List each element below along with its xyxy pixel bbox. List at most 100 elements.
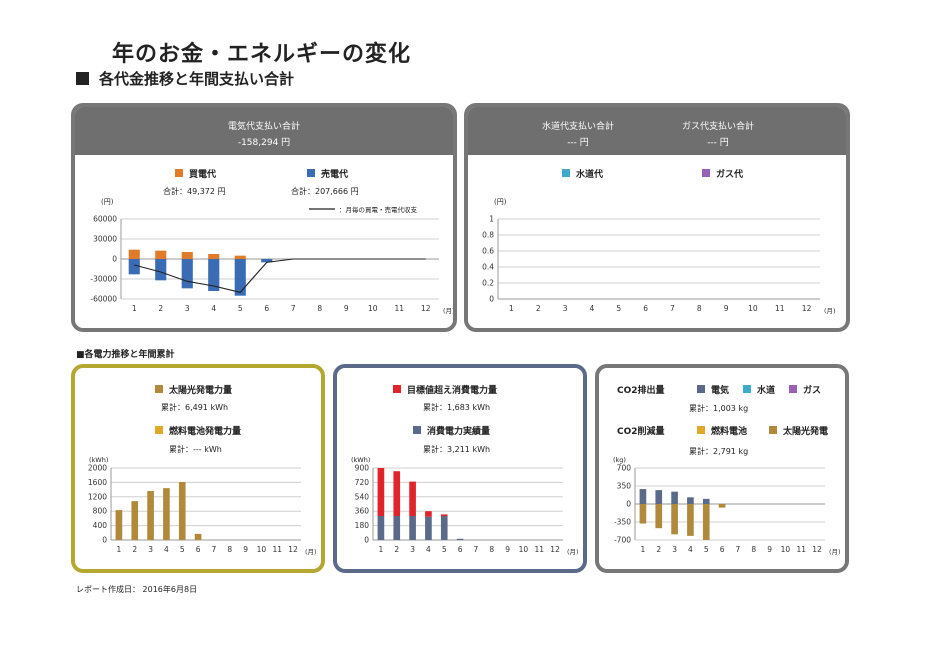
y-tick-label: 60000 xyxy=(93,215,117,224)
x-unit-label: (月) xyxy=(829,548,841,556)
x-tick-label: 10 xyxy=(368,304,378,313)
bar xyxy=(131,501,139,540)
net-balance-line xyxy=(134,258,426,293)
x-tick-label: 10 xyxy=(781,545,791,554)
y-tick-label: 700 xyxy=(617,464,632,473)
x-tick-label: 3 xyxy=(672,545,677,554)
x-tick-label: 5 xyxy=(704,545,709,554)
x-tick-label: 8 xyxy=(751,545,756,554)
bar xyxy=(128,259,140,275)
water-gas-y-unit: (円) xyxy=(494,198,507,206)
x-tick-label: 12 xyxy=(288,545,298,554)
electric-total-label: 電気代支払い合計 xyxy=(227,122,300,132)
y-tick-label: 540 xyxy=(355,492,370,501)
electric-panel-header xyxy=(75,107,453,155)
y-tick-label: 0.6 xyxy=(482,247,494,256)
x-tick-label: 6 xyxy=(720,545,725,554)
x-tick-label: 7 xyxy=(291,304,296,313)
x-tick-label: 8 xyxy=(489,545,494,554)
legend-fuel: 燃料電池発電力量 xyxy=(155,424,241,437)
x-tick-label: 5 xyxy=(442,545,447,554)
legend-sell-swatch xyxy=(307,169,315,177)
legend-co2-gas-swatch xyxy=(789,385,797,393)
x-tick-label: 4 xyxy=(688,545,693,554)
y-tick-label: 0.2 xyxy=(482,279,494,288)
x-tick-label: 5 xyxy=(180,545,185,554)
x-tick-label: 12 xyxy=(550,545,560,554)
bar xyxy=(163,488,170,540)
legend-co2-solar-label: 太陽光発電 xyxy=(783,427,829,437)
co2-panel: CO2排出量 電気 水道 ガス 累計：1,003 kg CO2削減量 燃料電池 … xyxy=(595,364,849,573)
bar xyxy=(234,255,246,259)
x-tick-label: 7 xyxy=(736,545,741,554)
bar xyxy=(181,259,193,289)
bar xyxy=(718,504,726,508)
legend-co2-elec: 電気 xyxy=(697,383,729,396)
water-gas-panel: 水道代支払い合計 --- 円 ガス代支払い合計 --- 円 水道代 ガス代 (円… xyxy=(464,103,850,332)
total-fuel: 累計：--- kWh xyxy=(169,445,222,454)
legend-co2-elec-label: 電気 xyxy=(711,386,730,396)
legend-co2-fuel-swatch xyxy=(697,426,705,434)
bar xyxy=(115,510,123,540)
water-gas-panel-header xyxy=(468,107,846,155)
page-subtitle: 各代金推移と年間支払い合計 xyxy=(76,68,294,89)
co2-reduction-label: CO2削減量 xyxy=(617,427,665,437)
x-tick-label: 4 xyxy=(590,304,595,313)
legend-solar-label: 太陽光発電力量 xyxy=(169,386,233,396)
legend-co2-gas: ガス xyxy=(789,383,821,396)
bar xyxy=(393,516,401,540)
x-tick-label: 5 xyxy=(616,304,621,313)
bar xyxy=(687,497,694,504)
square-bullet-icon xyxy=(76,72,89,85)
x-tick-label: 8 xyxy=(697,304,702,313)
bar xyxy=(702,498,710,504)
bar xyxy=(409,481,416,516)
x-unit-label: (月) xyxy=(443,307,453,315)
subtitle-text: 各代金推移と年間支払い合計 xyxy=(99,70,295,88)
bar xyxy=(440,516,448,540)
water-total-value: --- 円 xyxy=(567,138,589,148)
x-tick-label: 9 xyxy=(505,545,510,554)
y-tick-label: -700 xyxy=(614,536,631,545)
y-tick-label: 180 xyxy=(355,521,370,530)
legend-co2-fuel-label: 燃料電池 xyxy=(711,427,748,437)
legend-co2-fuel: 燃料電池 xyxy=(697,424,747,437)
report-date: レポート作成日： 2016年6月8日 xyxy=(76,585,198,594)
x-tick-label: 11 xyxy=(796,545,806,554)
x-tick-label: 9 xyxy=(344,304,349,313)
y-tick-label: 400 xyxy=(93,521,108,530)
y-tick-label: 800 xyxy=(93,507,108,516)
x-tick-label: 10 xyxy=(519,545,529,554)
legend-co2-water-swatch xyxy=(743,385,751,393)
legend-target: 目標値超え消費電力量 xyxy=(393,383,497,396)
legend-fuel-swatch xyxy=(155,426,163,434)
x-tick-label: 10 xyxy=(748,304,758,313)
total-reduction: 累計：2,791 kg xyxy=(689,447,749,456)
line-legend-label: ：月毎の買電・売電代収支 xyxy=(339,206,417,214)
y-tick-label: 1600 xyxy=(88,478,107,487)
x-tick-label: 4 xyxy=(164,545,169,554)
y-tick-label: 0 xyxy=(112,255,117,264)
bar xyxy=(425,516,432,540)
legend-gas-swatch xyxy=(702,169,710,177)
bar xyxy=(409,516,416,540)
bar xyxy=(393,471,401,516)
bar xyxy=(440,514,448,516)
legend-solar: 太陽光発電力量 xyxy=(155,383,232,396)
total-buy: 合計：49,372 円 xyxy=(163,187,226,196)
legend-co2-water-label: 水道 xyxy=(757,386,776,396)
x-tick-label: 9 xyxy=(243,545,248,554)
bar xyxy=(128,249,140,259)
legend-actual: 消費電力実績量 xyxy=(413,424,490,437)
bar xyxy=(655,490,663,504)
bar xyxy=(639,504,647,524)
legend-gas-label: ガス代 xyxy=(716,170,744,180)
x-tick-label: 8 xyxy=(317,304,322,313)
legend-fuel-label: 燃料電池発電力量 xyxy=(169,427,242,437)
x-tick-label: 4 xyxy=(211,304,216,313)
bar xyxy=(639,489,647,504)
legend-co2-elec-swatch xyxy=(697,385,705,393)
bar xyxy=(425,511,432,517)
